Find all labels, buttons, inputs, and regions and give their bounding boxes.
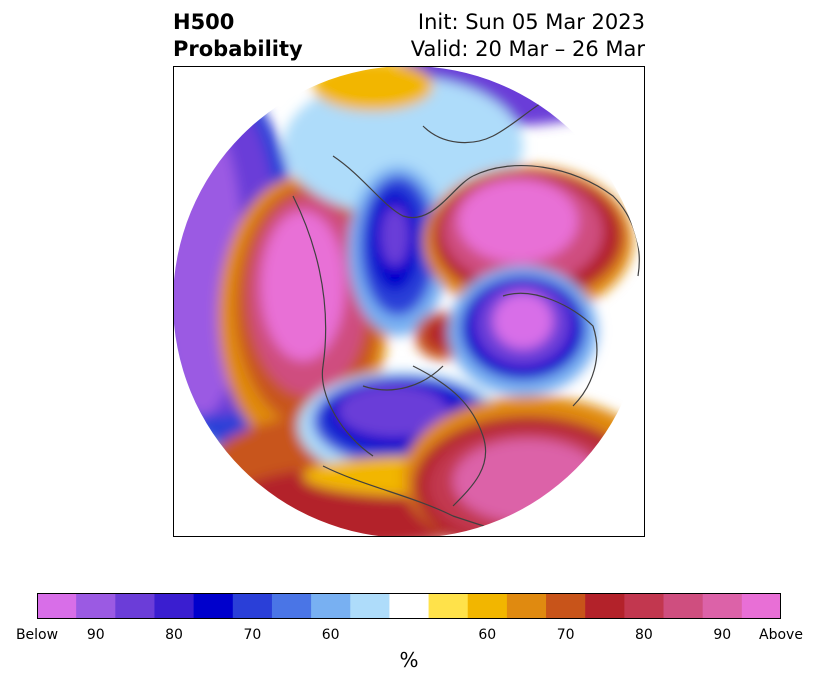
colorbar-cell xyxy=(154,593,195,619)
title-left: H500 Probability xyxy=(173,9,303,63)
colorbar-cell xyxy=(232,593,273,619)
colorbar-cell xyxy=(311,593,351,619)
colorbar-cell xyxy=(271,593,312,619)
title-field: H500 xyxy=(173,10,235,34)
colorbar-cell xyxy=(115,593,156,619)
colorbar-cell xyxy=(428,593,469,619)
colorbar-cell xyxy=(702,593,743,619)
colorbar-cell xyxy=(506,593,547,619)
colorbar-cell xyxy=(741,593,781,619)
colorbar-cell xyxy=(193,593,234,619)
colorbar-cell xyxy=(546,593,586,619)
colorbar-cell xyxy=(663,593,704,619)
probability-field xyxy=(173,66,645,537)
colorbar-tick-label: 60 xyxy=(478,627,497,643)
map-border xyxy=(173,66,645,537)
colorbar xyxy=(37,593,781,619)
init-time: Init: Sun 05 Mar 2023 xyxy=(417,10,645,34)
coastlines xyxy=(292,95,640,537)
colorbar-tick-label: 80 xyxy=(635,627,653,643)
colorbar-tick-label: 60 xyxy=(321,627,340,643)
colorbar-tick-label: 70 xyxy=(243,627,262,643)
colorbar-unit: % xyxy=(399,648,419,672)
map-panel xyxy=(173,66,645,537)
colorbar-tick-label: Above xyxy=(759,627,803,643)
colorbar-cell xyxy=(37,593,77,619)
title-right: Init: Sun 05 Mar 2023 Valid: 20 Mar – 26… xyxy=(411,9,645,63)
colorbar-cell xyxy=(389,593,430,619)
colorbar-cell xyxy=(76,593,116,619)
colorbar-tick-label: 90 xyxy=(86,627,105,643)
colorbar-tick-label: Below xyxy=(15,627,59,643)
title-product: Probability xyxy=(173,37,303,61)
colorbar-border xyxy=(37,593,781,619)
colorbar-cell xyxy=(585,593,625,619)
probability-map xyxy=(173,66,645,537)
colorbar-tick-label: 70 xyxy=(556,627,575,643)
valid-period: Valid: 20 Mar – 26 Mar xyxy=(410,37,645,61)
colorbar-cell xyxy=(350,593,391,619)
colorbar-tick-label: 80 xyxy=(165,627,183,643)
colorbar-cell xyxy=(467,593,508,619)
colorbar-tick-label: 90 xyxy=(713,627,732,643)
colorbar-cell xyxy=(624,593,665,619)
